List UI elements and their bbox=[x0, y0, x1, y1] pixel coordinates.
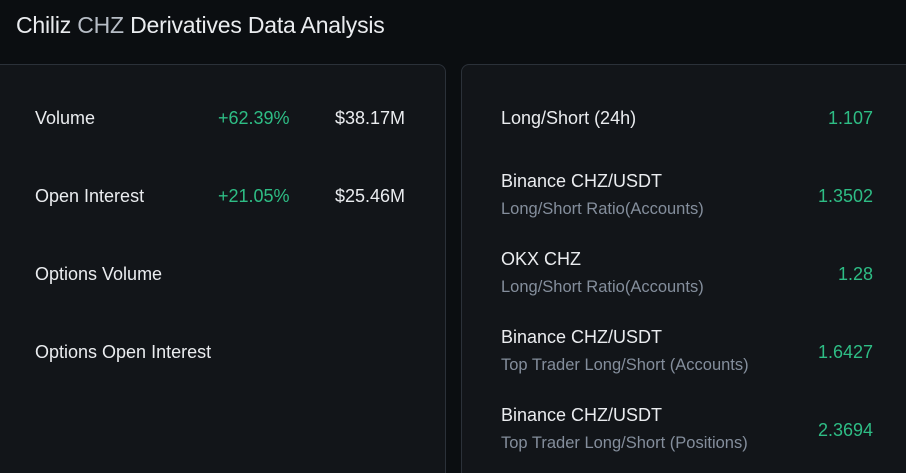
binance-accounts-pair: Binance CHZ/USDT bbox=[501, 171, 663, 191]
binance-top-trader-accounts-value: 1.6427 bbox=[817, 342, 873, 362]
open-interest-amount: $25.46M bbox=[334, 186, 405, 206]
binance-top-trader-accounts-metric: Top Trader Long/Short (Accounts) bbox=[501, 356, 749, 374]
title-suffix: Derivatives Data Analysis bbox=[130, 12, 385, 38]
title-coin-name: Chiliz bbox=[16, 12, 72, 38]
binance-top-trader-positions-pair: Binance CHZ/USDT bbox=[501, 405, 663, 425]
volume-change: +62.39% bbox=[218, 108, 290, 128]
binance-accounts-metric: Long/Short Ratio(Accounts) bbox=[501, 200, 704, 218]
binance-top-trader-positions-metric: Top Trader Long/Short (Positions) bbox=[501, 434, 748, 452]
okx-accounts-ratio-row: OKX CHZ Long/Short Ratio(Accounts) 1.28 bbox=[501, 249, 873, 309]
binance-top-trader-accounts-pair: Binance CHZ/USDT bbox=[501, 327, 663, 347]
volume-row: Volume +62.39% $38.17M bbox=[35, 108, 415, 138]
open-interest-row: Open Interest +21.05% $25.46M bbox=[35, 186, 415, 216]
volume-amount: $38.17M bbox=[334, 108, 405, 128]
volume-label: Volume bbox=[35, 108, 96, 128]
binance-top-trader-accounts-row: Binance CHZ/USDT Top Trader Long/Short (… bbox=[501, 327, 873, 387]
long-short-24h-row: Long/Short (24h) 1.107 bbox=[501, 108, 873, 168]
options-volume-label: Options Volume bbox=[35, 264, 163, 284]
binance-accounts-ratio-row: Binance CHZ/USDT Long/Short Ratio(Accoun… bbox=[501, 171, 873, 231]
long-short-24h-label: Long/Short (24h) bbox=[501, 108, 637, 128]
options-open-interest-row: Options Open Interest bbox=[35, 342, 415, 372]
okx-metric: Long/Short Ratio(Accounts) bbox=[501, 278, 704, 296]
binance-top-trader-positions-value: 2.3694 bbox=[817, 420, 873, 440]
binance-top-trader-positions-row: Binance CHZ/USDT Top Trader Long/Short (… bbox=[501, 405, 873, 465]
volume-open-interest-card: Volume +62.39% $38.17M Open Interest +21… bbox=[0, 64, 446, 473]
long-short-24h-value: 1.107 bbox=[827, 108, 873, 128]
long-short-ratio-card: Long/Short (24h) 1.107 Binance CHZ/USDT … bbox=[461, 64, 906, 473]
binance-accounts-value: 1.3502 bbox=[817, 186, 873, 206]
okx-pair: OKX CHZ bbox=[501, 249, 582, 269]
page-title: Chiliz CHZ Derivatives Data Analysis bbox=[16, 12, 385, 39]
title-ticker: CHZ bbox=[77, 12, 124, 38]
open-interest-label: Open Interest bbox=[35, 186, 145, 206]
options-open-interest-label: Options Open Interest bbox=[35, 342, 212, 362]
okx-value: 1.28 bbox=[837, 264, 873, 284]
options-volume-row: Options Volume bbox=[35, 264, 415, 294]
open-interest-change: +21.05% bbox=[218, 186, 290, 206]
